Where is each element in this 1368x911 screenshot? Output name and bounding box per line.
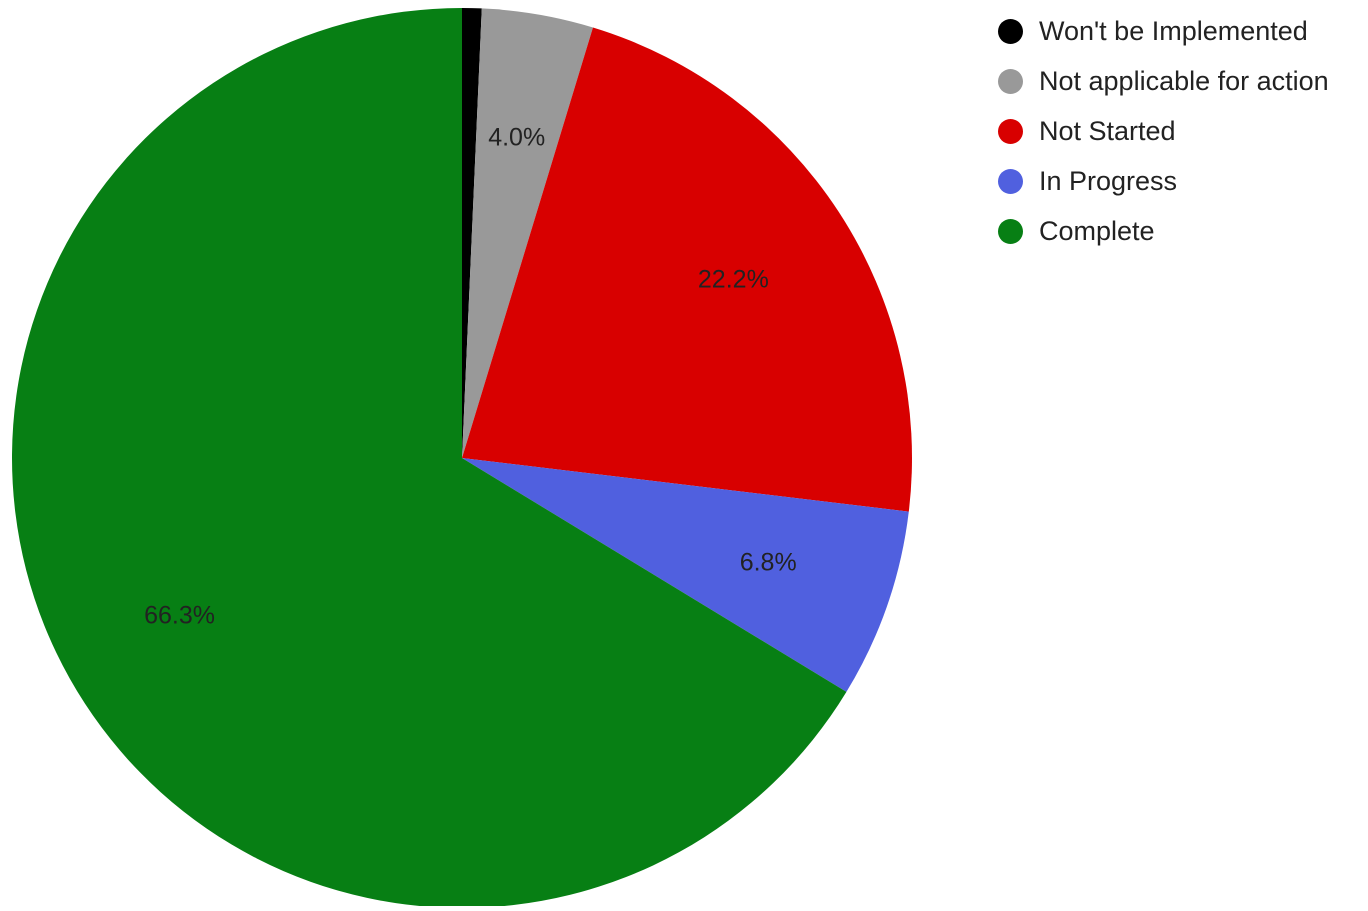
slice-data-label: 6.8% <box>740 549 797 577</box>
pie-slice-not-started <box>462 27 912 512</box>
legend-label: Complete <box>1039 215 1155 246</box>
legend-swatch-icon <box>998 118 1023 144</box>
legend-label: Not applicable for action <box>1039 65 1329 96</box>
legend-item-not-started: Not Started <box>998 106 1329 156</box>
pie-slice-in-progress <box>462 458 909 692</box>
legend-swatch-icon <box>998 68 1023 94</box>
legend-item-not-applicable: Not applicable for action <box>998 56 1329 106</box>
legend-label: Not Started <box>1039 115 1176 146</box>
legend: Won't be Implemented Not applicable for … <box>998 6 1329 256</box>
slice-data-label: 22.2% <box>698 266 769 294</box>
legend-label: In Progress <box>1039 165 1178 196</box>
legend-swatch-icon <box>998 18 1023 44</box>
slice-data-label: 66.3% <box>144 601 215 629</box>
pie-slice-won-t-be-implemented <box>462 8 482 458</box>
legend-swatch-icon <box>998 168 1023 194</box>
legend-item-wont-be-implemented: Won't be Implemented <box>998 6 1329 56</box>
pie-slice-not-applicable-for-action <box>462 8 593 458</box>
pie-slice-complete <box>11 8 847 909</box>
legend-label: Won't be Implemented <box>1039 15 1308 46</box>
slice-data-label: 4.0% <box>488 123 545 151</box>
legend-item-in-progress: In Progress <box>998 156 1329 206</box>
legend-swatch-icon <box>998 218 1023 244</box>
legend-item-complete: Complete <box>998 206 1329 256</box>
